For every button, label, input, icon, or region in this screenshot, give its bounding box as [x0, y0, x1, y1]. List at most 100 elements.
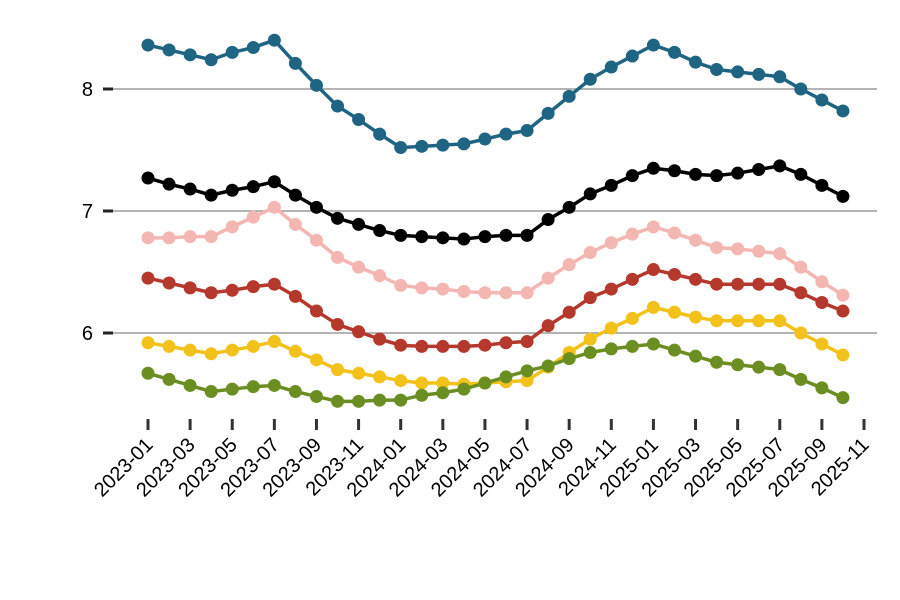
series-point — [457, 382, 471, 396]
series-point — [520, 123, 534, 137]
series-point — [836, 348, 850, 362]
series-point — [773, 363, 787, 377]
series-point — [394, 374, 408, 388]
series-point — [246, 180, 260, 194]
series-point — [331, 211, 345, 225]
series-point — [373, 332, 387, 346]
series-point — [752, 163, 766, 177]
series-point — [436, 386, 450, 400]
series-point — [773, 314, 787, 328]
series-point — [731, 65, 745, 79]
series-point — [457, 232, 471, 246]
series-point — [815, 275, 829, 289]
series-point — [604, 342, 618, 356]
series-point — [773, 247, 787, 261]
series-point — [689, 233, 703, 247]
series-point — [225, 382, 239, 396]
series-point — [457, 285, 471, 299]
series-point — [288, 188, 302, 202]
series-point — [288, 289, 302, 303]
series-point — [541, 106, 555, 120]
series-point — [583, 245, 597, 259]
series-point — [520, 364, 534, 378]
series-point — [141, 336, 155, 350]
series-point — [794, 326, 808, 340]
series-point — [373, 393, 387, 407]
series-point — [499, 370, 513, 384]
series-point — [625, 169, 639, 183]
series-point — [731, 358, 745, 372]
series-point — [162, 372, 176, 386]
series-point — [457, 137, 471, 151]
series-point — [689, 55, 703, 69]
series-point — [625, 272, 639, 286]
series-point — [394, 338, 408, 352]
series-point — [415, 388, 429, 402]
series-point — [246, 41, 260, 55]
series-point — [520, 228, 534, 242]
series-point — [541, 271, 555, 285]
series-point — [562, 258, 576, 272]
series-point — [731, 314, 745, 328]
series-point — [267, 200, 281, 214]
series-point — [583, 291, 597, 305]
series-point — [815, 296, 829, 309]
series-point — [794, 286, 808, 300]
series-point — [625, 339, 639, 353]
series-point — [646, 300, 660, 314]
series-point — [752, 277, 766, 291]
series-point — [415, 281, 429, 295]
series-point — [309, 233, 323, 247]
series-point — [710, 169, 724, 183]
series-point — [331, 363, 345, 377]
series-point — [162, 43, 176, 57]
series-point — [794, 167, 808, 181]
series-point — [352, 217, 366, 231]
series-point — [541, 319, 555, 333]
series-point — [204, 53, 218, 67]
series-point — [415, 339, 429, 353]
series-point — [836, 391, 850, 405]
series-point — [646, 220, 660, 234]
series-point — [667, 45, 681, 59]
series-point — [225, 183, 239, 197]
series-point — [415, 230, 429, 244]
series-point — [204, 188, 218, 202]
series-point — [225, 283, 239, 297]
series-point — [731, 242, 745, 256]
series-point — [141, 271, 155, 285]
series-point — [794, 372, 808, 386]
series-point — [246, 380, 260, 394]
series-point — [162, 339, 176, 353]
series-point — [836, 104, 850, 118]
series-point — [562, 305, 576, 319]
series-point — [604, 282, 618, 296]
series-point — [288, 385, 302, 399]
series-point — [710, 355, 724, 369]
series-point — [625, 49, 639, 63]
series-point — [141, 38, 155, 52]
series-point — [667, 343, 681, 357]
series-point — [183, 343, 197, 357]
series-point — [689, 272, 703, 286]
series-point — [836, 189, 850, 203]
series-point — [204, 385, 218, 399]
series-point — [625, 227, 639, 241]
y-tick-label: 7 — [82, 201, 93, 223]
series-point — [667, 226, 681, 240]
series-point — [331, 317, 345, 331]
series-point — [499, 286, 513, 300]
series-point — [625, 311, 639, 325]
series-point — [183, 182, 197, 196]
series-point — [815, 381, 829, 395]
series-point — [604, 321, 618, 335]
series-point — [225, 343, 239, 357]
series-point — [436, 138, 450, 152]
series-point — [415, 376, 429, 390]
series-point — [288, 217, 302, 231]
series-point — [394, 393, 408, 407]
series-point — [562, 352, 576, 366]
series-point — [499, 127, 513, 141]
series-point — [710, 277, 724, 291]
series-point — [331, 99, 345, 113]
